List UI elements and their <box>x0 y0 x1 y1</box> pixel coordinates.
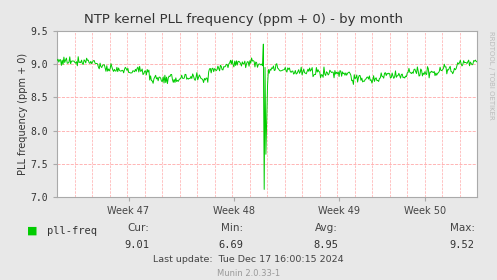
Text: Max:: Max: <box>450 223 475 233</box>
Text: RRDTOOL / TOBI OETIKER: RRDTOOL / TOBI OETIKER <box>488 31 494 120</box>
Text: 8.95: 8.95 <box>313 240 338 250</box>
Text: 9.52: 9.52 <box>450 240 475 250</box>
Text: NTP kernel PLL frequency (ppm + 0) - by month: NTP kernel PLL frequency (ppm + 0) - by … <box>84 13 403 25</box>
Text: pll-freq: pll-freq <box>47 226 97 236</box>
Text: Cur:: Cur: <box>127 223 149 233</box>
Text: Last update:  Tue Dec 17 16:00:15 2024: Last update: Tue Dec 17 16:00:15 2024 <box>153 255 344 263</box>
Y-axis label: PLL frequency (ppm + 0): PLL frequency (ppm + 0) <box>18 53 28 175</box>
Text: 9.01: 9.01 <box>124 240 149 250</box>
Text: Min:: Min: <box>221 223 244 233</box>
Text: ■: ■ <box>27 226 38 236</box>
Text: Munin 2.0.33-1: Munin 2.0.33-1 <box>217 269 280 278</box>
Text: 6.69: 6.69 <box>219 240 244 250</box>
Text: Avg:: Avg: <box>315 223 338 233</box>
